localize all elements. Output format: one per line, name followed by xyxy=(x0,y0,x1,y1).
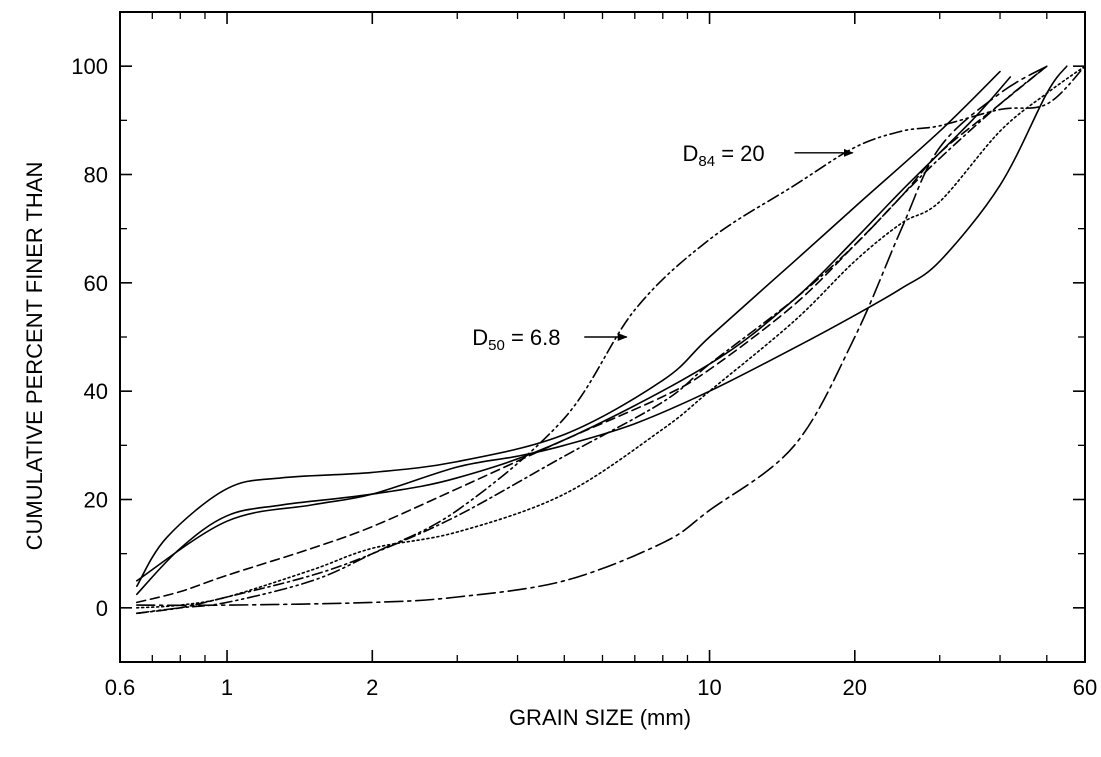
gradation-curve-6 xyxy=(136,65,1048,615)
x-tick-label: 1 xyxy=(221,675,233,700)
x-axis-label: GRAIN SIZE (mm) xyxy=(509,705,691,730)
annotation-label-2: D50 = 6.8 xyxy=(472,325,560,354)
x-tick-label: 60 xyxy=(1073,675,1097,700)
y-tick-label: 0 xyxy=(96,596,108,621)
x-tick-label: 2 xyxy=(366,675,378,700)
gradation-curve-5 xyxy=(136,65,1086,609)
gradation-curve-1 xyxy=(136,76,1012,596)
annotation-label-1: D84 = 20 xyxy=(683,141,765,170)
x-tick-label: 10 xyxy=(697,675,721,700)
ticks-layer: 0.6 1 2 10 20 60 0 20 40 60 80 100 xyxy=(71,11,1097,700)
annotations-layer: D84 = 20 D50 = 6.8 xyxy=(472,141,854,354)
x-tick-label: 20 xyxy=(843,675,867,700)
y-tick-label: 100 xyxy=(71,54,108,79)
gradation-curve-4 xyxy=(136,65,1048,604)
y-tick-label: 80 xyxy=(84,163,108,188)
series-layer xyxy=(136,65,1086,615)
gradation-curve-2 xyxy=(136,70,1001,587)
y-tick-label: 40 xyxy=(84,379,108,404)
gradation-curve-7 xyxy=(136,65,1086,615)
y-tick-label: 20 xyxy=(84,488,108,513)
y-axis-label: CUMULATIVE PERCENT FINER THAN xyxy=(22,162,47,551)
x-tick-label: 0.6 xyxy=(105,675,136,700)
y-tick-label: 60 xyxy=(84,271,108,296)
gradation-curve-8 xyxy=(136,65,1048,607)
gradation-curve-3 xyxy=(136,65,1068,582)
